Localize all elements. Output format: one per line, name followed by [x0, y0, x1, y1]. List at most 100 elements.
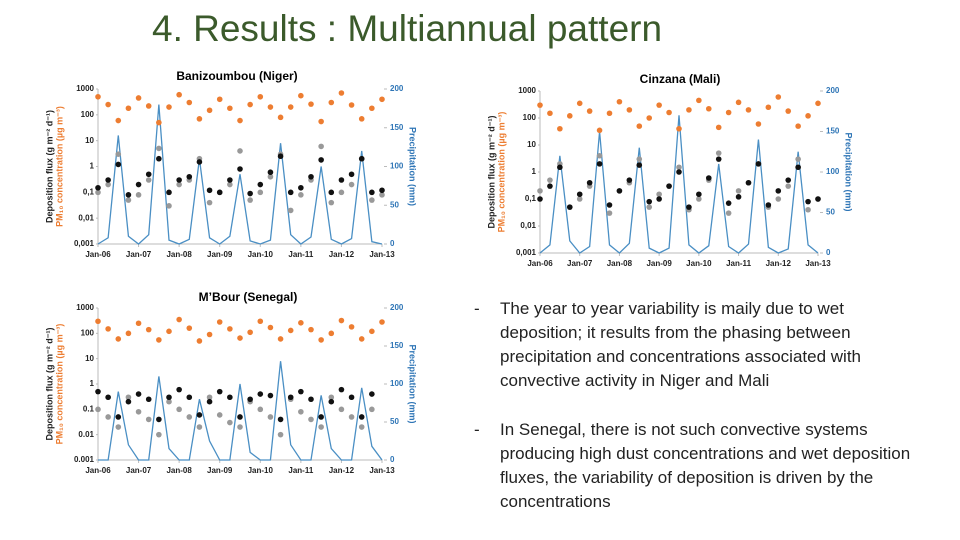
- data-point: [298, 320, 304, 326]
- bullet-text: The year to year variability is maily du…: [500, 299, 861, 390]
- data-point: [358, 424, 365, 430]
- y2-tick-label: 200: [390, 84, 404, 93]
- y-tick-label: 100: [523, 113, 537, 122]
- data-point: [115, 161, 122, 168]
- y2-tick-label: 50: [390, 200, 399, 209]
- data-point: [379, 319, 385, 325]
- data-point: [566, 204, 573, 210]
- data-point: [287, 189, 294, 196]
- data-point: [358, 155, 365, 162]
- data-point: [298, 408, 304, 415]
- data-point: [596, 152, 603, 159]
- chart-title: Banizoumbou (Niger): [176, 69, 297, 83]
- y2-tick-label: 0: [390, 239, 395, 248]
- x-tick-label: Jan-12: [329, 466, 355, 475]
- x-tick-label: Jan-11: [726, 259, 751, 268]
- data-point: [145, 326, 152, 333]
- data-point: [216, 412, 223, 418]
- data-point: [696, 191, 702, 198]
- data-point: [125, 197, 132, 203]
- data-point: [125, 105, 132, 112]
- data-point: [135, 95, 142, 101]
- data-point: [348, 324, 355, 330]
- data-point: [135, 408, 142, 415]
- y2-tick-label: 0: [826, 248, 831, 257]
- data-point: [735, 188, 742, 194]
- data-point: [277, 416, 284, 423]
- data-point: [257, 181, 264, 188]
- data-point: [646, 198, 653, 205]
- data-point: [196, 116, 203, 122]
- data-point: [318, 414, 324, 420]
- data-point: [338, 90, 345, 96]
- y2-tick-label: 0: [390, 455, 395, 464]
- data-point: [308, 416, 314, 423]
- data-point: [186, 325, 193, 331]
- y-axis-label: Deposition flux (g m⁻² d⁻¹): [44, 110, 54, 223]
- y-tick-label: 1000: [76, 303, 94, 312]
- x-tick-label: Jan-10: [248, 466, 274, 475]
- data-point: [676, 125, 682, 132]
- y-tick-label: 0,1: [83, 187, 95, 196]
- data-point: [566, 113, 573, 119]
- data-point: [156, 431, 162, 438]
- data-point: [216, 319, 223, 325]
- data-point: [298, 192, 304, 198]
- data-point: [247, 197, 253, 203]
- data-point: [328, 189, 335, 196]
- x-tick-label: Jan-08: [166, 466, 192, 475]
- data-point: [547, 110, 553, 117]
- data-point: [277, 114, 284, 121]
- data-point: [646, 204, 653, 210]
- data-point: [636, 156, 643, 162]
- data-point: [166, 328, 172, 335]
- x-tick-label: Jan-06: [527, 259, 553, 268]
- bullet-marker: -: [474, 420, 480, 439]
- data-point: [676, 169, 682, 175]
- data-point: [547, 177, 553, 183]
- data-point: [765, 104, 772, 111]
- data-point: [369, 189, 375, 196]
- data-point: [135, 192, 142, 198]
- data-point: [115, 414, 122, 420]
- data-point: [206, 331, 213, 338]
- data-point: [125, 192, 132, 198]
- bullet: - The year to year variability is maily d…: [474, 297, 914, 393]
- data-point: [156, 145, 162, 152]
- data-point: [156, 155, 162, 162]
- data-point: [705, 105, 712, 112]
- data-point: [557, 125, 563, 132]
- y-tick-label: 100: [81, 328, 95, 337]
- data-point: [257, 189, 264, 196]
- data-point: [795, 156, 801, 162]
- data-point: [696, 196, 702, 202]
- data-point: [176, 181, 182, 188]
- y-axis-label: Deposition flux (g m⁻² d⁻¹): [486, 116, 496, 229]
- data-point: [735, 99, 742, 106]
- y2-tick-label: 100: [390, 379, 404, 388]
- data-point: [206, 187, 213, 194]
- data-point: [725, 210, 732, 216]
- data-point: [755, 121, 762, 127]
- chart: Banizoumbou (Niger) 0,001 0,01 0,1 1 10 100 100…: [44, 69, 417, 259]
- data-point: [206, 398, 213, 405]
- data-point: [656, 102, 662, 108]
- chart-title: M’Bour (Senegal): [199, 290, 298, 304]
- data-point: [358, 116, 365, 122]
- data-point: [186, 99, 193, 106]
- data-point: [715, 156, 722, 162]
- data-point: [216, 96, 223, 103]
- y-tick-label: 0,01: [78, 213, 94, 222]
- data-point: [257, 318, 264, 325]
- y2-tick-label: 100: [390, 162, 404, 171]
- data-point: [745, 179, 752, 186]
- data-point: [206, 199, 213, 206]
- data-point: [358, 336, 365, 342]
- data-point: [369, 328, 375, 335]
- data-point: [95, 318, 101, 325]
- bullet-list: - The year to year variability is maily d…: [474, 297, 914, 539]
- data-point: [328, 330, 335, 337]
- y-tick-label: 100: [81, 110, 95, 119]
- data-point: [145, 396, 152, 403]
- data-point: [95, 93, 101, 100]
